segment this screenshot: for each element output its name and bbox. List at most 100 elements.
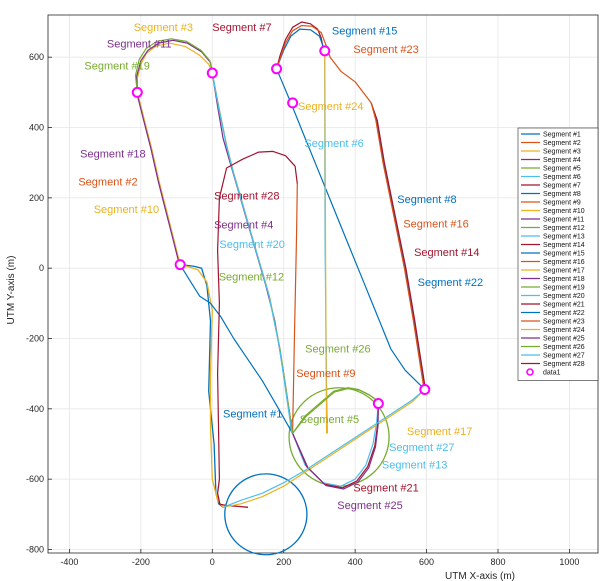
segment-annotation: Segment #13 xyxy=(382,460,447,472)
x-axis-label: UTM X-axis (m) xyxy=(445,571,515,581)
segment-annotation: Segment #9 xyxy=(296,368,355,380)
legend-entry: Segment #16 xyxy=(543,259,585,266)
y-tick-label: 0 xyxy=(39,263,44,273)
series-line-segment-28 xyxy=(217,150,298,480)
legend-entry: Segment #7 xyxy=(543,183,581,190)
legend-entry: Segment #4 xyxy=(543,157,581,164)
x-tick-label: 600 xyxy=(419,557,434,567)
plot-frame xyxy=(47,14,599,554)
legend-entry: Segment #27 xyxy=(543,353,585,360)
y-tick-label: 200 xyxy=(29,193,44,203)
series-line-segment-22 xyxy=(276,68,426,390)
segment-annotation: Segment #7 xyxy=(212,22,271,34)
series-line-segment-3 xyxy=(136,42,213,93)
series-lines xyxy=(134,21,427,556)
legend-entry: Segment #15 xyxy=(543,251,585,258)
series-line-segment-9 xyxy=(292,183,298,434)
series-line-segment-1 xyxy=(179,264,294,434)
segment-annotation: Segment #21 xyxy=(353,482,418,494)
legend-entry: Segment #10 xyxy=(543,208,585,215)
series-line-segment-20 xyxy=(211,72,293,434)
segment-annotation: Segment #28 xyxy=(214,191,279,203)
y-axis-label: UTM Y-axis (m) xyxy=(6,256,17,325)
legend-entry: Segment #19 xyxy=(543,285,585,292)
legend-entry: Segment #21 xyxy=(543,302,585,309)
circular-path xyxy=(224,473,308,556)
segment-annotation: Segment #2 xyxy=(78,177,137,189)
series-line-segment-15 xyxy=(276,28,326,70)
data1-marker xyxy=(287,97,299,109)
series-line-segment-26 xyxy=(292,387,379,434)
segment-annotation: Segment #5 xyxy=(300,414,359,426)
data1-marker xyxy=(131,86,143,98)
legend-entry: Segment #17 xyxy=(543,268,585,275)
x-tick-label: -400 xyxy=(60,557,78,567)
series-line-segment-12 xyxy=(211,72,294,434)
segment-annotation: Segment #8 xyxy=(397,194,456,206)
segment-annotation: Segment #25 xyxy=(337,500,402,512)
segment-annotation: Segment #18 xyxy=(80,148,145,160)
segment-annotation: Segment #19 xyxy=(84,61,149,73)
series-line-segment-27 xyxy=(222,389,426,508)
segment-annotation: Segment #6 xyxy=(304,138,363,150)
legend-entry: Segment #9 xyxy=(543,200,581,207)
segment-annotation: Segment #4 xyxy=(214,219,273,231)
legend-entry: Segment #5 xyxy=(543,166,581,173)
data1-marker xyxy=(319,45,331,57)
legend-entry: Segment #20 xyxy=(543,293,585,300)
legend-entry-data1: data1 xyxy=(543,370,561,377)
segment-annotation: Segment #17 xyxy=(407,426,472,438)
segment-annotation: Segment #15 xyxy=(332,25,397,37)
segment-annotation: Segment #20 xyxy=(219,239,284,251)
x-tick-label: 0 xyxy=(210,557,215,567)
legend-entry: Segment #23 xyxy=(543,319,585,326)
x-tick-label: -200 xyxy=(132,557,150,567)
data1-marker xyxy=(419,383,431,395)
series-line-segment-19 xyxy=(134,38,213,93)
legend-entry: Segment #25 xyxy=(543,336,585,343)
segment-annotation: Segment #26 xyxy=(305,344,370,356)
series-line-segment-16 xyxy=(370,102,425,390)
legend-entry: Segment #14 xyxy=(543,242,585,249)
series-line-segment-8 xyxy=(370,102,426,390)
legend-entry: Segment #12 xyxy=(543,225,585,232)
series-line-segment-23 xyxy=(276,24,372,104)
legend-entry: Segment #26 xyxy=(543,344,585,351)
grid xyxy=(48,15,598,553)
series-line-segment-24 xyxy=(324,50,328,434)
legend-entry: Segment #11 xyxy=(543,217,584,224)
series-line-segment-4 xyxy=(211,72,294,434)
x-tick-label: 400 xyxy=(348,557,363,567)
legend-entry: Segment #1 xyxy=(543,132,581,139)
y-tick-label: -400 xyxy=(26,404,44,414)
legend-entry: Segment #3 xyxy=(543,149,581,156)
legend-marker-data1 xyxy=(526,368,534,376)
extra-path xyxy=(179,264,224,508)
legend-entry: Segment #6 xyxy=(543,174,581,181)
series-line-segment-18 xyxy=(136,92,180,265)
series-line-segment-7 xyxy=(276,21,325,69)
segment-annotation: Segment #27 xyxy=(389,442,454,454)
axis-ticks: -400 -200 0 200 400 600 800 1000 -800 -600 -400 -20… xyxy=(26,52,579,567)
extra-path xyxy=(216,479,249,508)
segment-annotation: Segment #16 xyxy=(403,219,468,231)
segment-annotation: Segment #1 xyxy=(223,409,282,421)
x-tick-label: 800 xyxy=(490,557,505,567)
series-line-segment-17 xyxy=(222,389,426,508)
y-tick-label: -200 xyxy=(26,334,44,344)
legend-entry: Segment #13 xyxy=(543,234,585,241)
data1-marker xyxy=(271,63,283,75)
series-line-segment-10 xyxy=(136,92,181,265)
segment-annotation: Segment #23 xyxy=(353,44,418,56)
series-line-segment-25 xyxy=(292,403,379,490)
segment-annotation: Segment #11 xyxy=(107,38,172,50)
data1-marker xyxy=(372,398,384,410)
segment-annotation: Segment #3 xyxy=(134,22,193,34)
segment-annotation: Segment #10 xyxy=(94,204,159,216)
legend-entry: Segment #24 xyxy=(543,327,585,334)
y-tick-label: -600 xyxy=(26,474,44,484)
legend-entry: Segment #8 xyxy=(543,191,581,198)
series-line-segment-14 xyxy=(370,102,427,390)
x-tick-label: 1000 xyxy=(559,557,579,567)
